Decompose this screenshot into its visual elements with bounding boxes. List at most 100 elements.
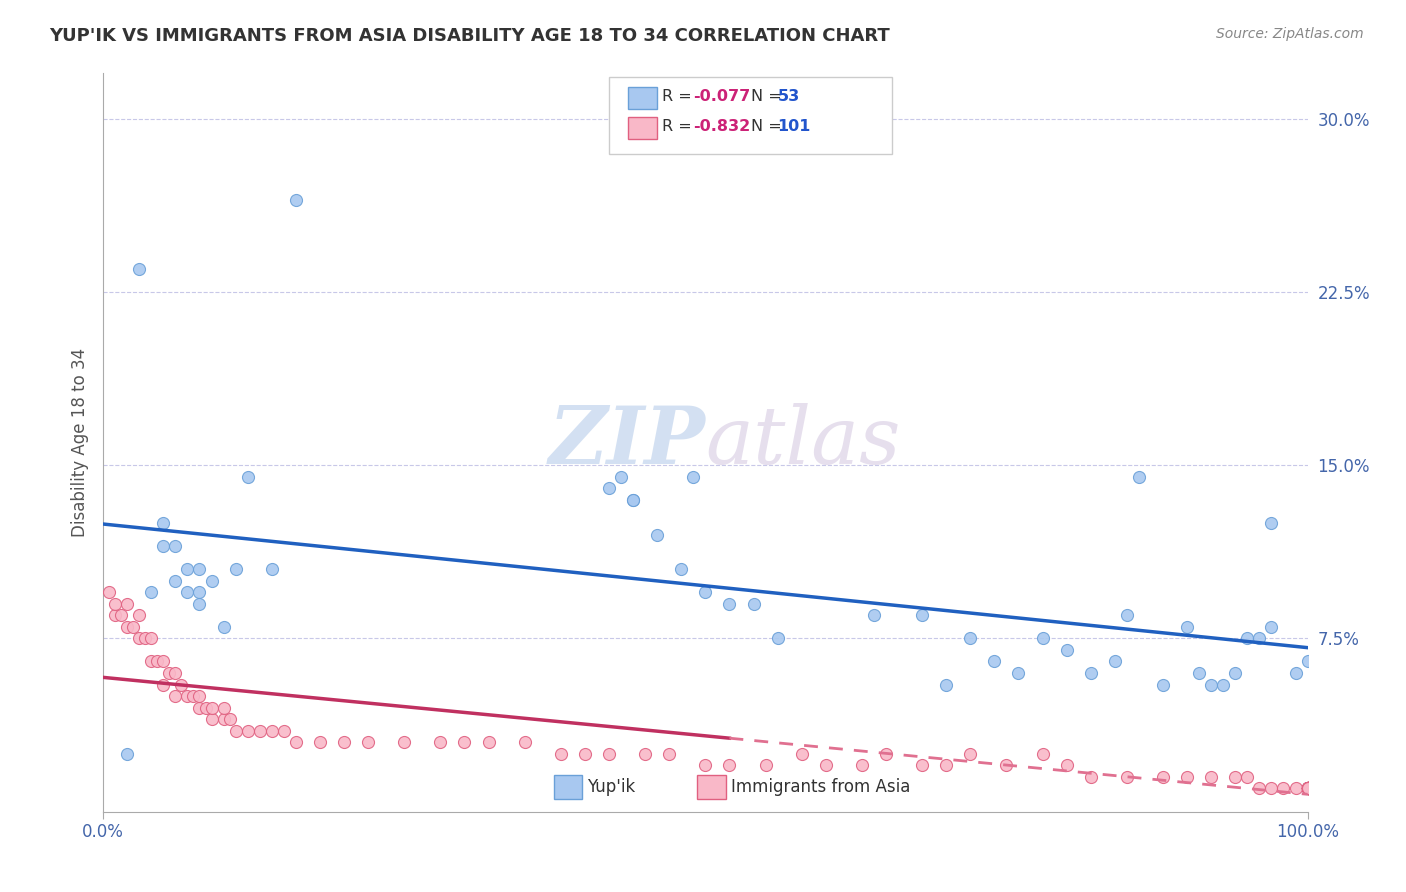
Point — [260, 723, 283, 738]
Point — [671, 562, 693, 576]
Point — [658, 747, 681, 761]
Text: -0.832: -0.832 — [693, 119, 751, 134]
Point — [1296, 781, 1319, 796]
Point — [165, 689, 187, 703]
Point — [1296, 781, 1319, 796]
Point — [513, 735, 536, 749]
Point — [141, 632, 163, 646]
Point — [1296, 781, 1319, 796]
Point — [1296, 781, 1319, 796]
Point — [621, 492, 644, 507]
Point — [695, 585, 717, 599]
Text: -0.077: -0.077 — [693, 89, 751, 104]
Text: ZIP: ZIP — [548, 403, 706, 481]
Point — [1225, 770, 1247, 784]
Point — [1296, 781, 1319, 796]
Point — [995, 758, 1018, 772]
Text: R =: R = — [662, 89, 692, 104]
Point — [1296, 781, 1319, 796]
Point — [104, 597, 127, 611]
Point — [176, 689, 198, 703]
Point — [212, 620, 235, 634]
Point — [128, 608, 150, 623]
Point — [1296, 781, 1319, 796]
Point — [935, 758, 957, 772]
Point — [1188, 666, 1211, 681]
Text: Yup'ik: Yup'ik — [588, 778, 636, 797]
Point — [152, 539, 174, 553]
Point — [1296, 781, 1319, 796]
Point — [141, 585, 163, 599]
Point — [1152, 677, 1174, 691]
Point — [1296, 781, 1319, 796]
Point — [429, 735, 451, 749]
Point — [284, 735, 307, 749]
Point — [851, 758, 873, 772]
Point — [959, 747, 981, 761]
Text: atlas: atlas — [706, 403, 901, 481]
Point — [394, 735, 416, 749]
Point — [357, 735, 380, 749]
Point — [1152, 770, 1174, 784]
Y-axis label: Disability Age 18 to 34: Disability Age 18 to 34 — [72, 348, 89, 537]
Text: YUP'IK VS IMMIGRANTS FROM ASIA DISABILITY AGE 18 TO 34 CORRELATION CHART: YUP'IK VS IMMIGRANTS FROM ASIA DISABILIT… — [49, 27, 890, 45]
Point — [200, 712, 222, 726]
Point — [188, 597, 211, 611]
Point — [1296, 655, 1319, 669]
Point — [1260, 620, 1282, 634]
Point — [1212, 677, 1234, 691]
Point — [1249, 781, 1271, 796]
Point — [200, 574, 222, 588]
Point — [1104, 655, 1126, 669]
Point — [1260, 516, 1282, 530]
Point — [188, 700, 211, 714]
Point — [236, 723, 259, 738]
Point — [598, 482, 620, 496]
Point — [1296, 781, 1319, 796]
Point — [1175, 620, 1198, 634]
Point — [453, 735, 475, 749]
Point — [1296, 781, 1319, 796]
Point — [1296, 781, 1319, 796]
Point — [911, 758, 934, 772]
Point — [477, 735, 499, 749]
Point — [134, 632, 156, 646]
Point — [212, 712, 235, 726]
Point — [1296, 781, 1319, 796]
Point — [682, 470, 704, 484]
Point — [1296, 781, 1319, 796]
Point — [1056, 758, 1078, 772]
Point — [1296, 781, 1319, 796]
Point — [141, 655, 163, 669]
Point — [1296, 781, 1319, 796]
Point — [645, 527, 668, 541]
Point — [983, 655, 1005, 669]
Point — [1284, 666, 1306, 681]
Point — [1080, 666, 1102, 681]
Point — [165, 574, 187, 588]
Point — [152, 516, 174, 530]
Point — [1296, 781, 1319, 796]
FancyBboxPatch shape — [554, 775, 582, 799]
FancyBboxPatch shape — [628, 87, 657, 109]
Text: Immigrants from Asia: Immigrants from Asia — [731, 778, 910, 797]
Point — [273, 723, 295, 738]
Point — [875, 747, 897, 761]
Point — [1296, 781, 1319, 796]
Point — [194, 700, 217, 714]
Point — [236, 470, 259, 484]
Point — [200, 700, 222, 714]
Point — [170, 677, 193, 691]
Point — [1236, 632, 1258, 646]
Point — [1199, 677, 1222, 691]
Point — [610, 470, 633, 484]
Text: R =: R = — [662, 119, 692, 134]
Point — [225, 723, 247, 738]
Point — [550, 747, 572, 761]
Point — [1296, 781, 1319, 796]
Point — [634, 747, 657, 761]
Point — [1296, 781, 1319, 796]
Point — [621, 492, 644, 507]
Point — [1080, 770, 1102, 784]
Point — [1260, 781, 1282, 796]
